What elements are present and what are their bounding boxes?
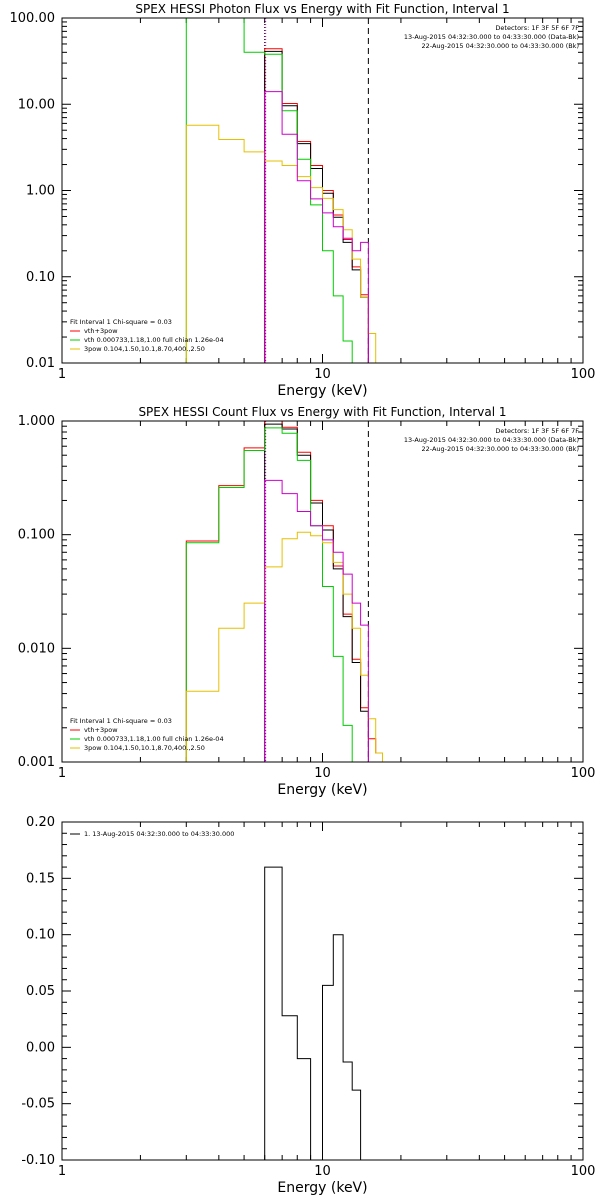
y-tick-label: 0.001 [18, 755, 55, 770]
detector-info-text: 13-Aug-2015 04:32:30.000 to 04:33:30.000… [404, 33, 579, 41]
series-line-yellow [185, 124, 377, 363]
chart-title: SPEX HESSI Photon Flux vs Energy with Fi… [135, 2, 509, 16]
y-tick-label: 0.100 [18, 528, 55, 543]
legend-entry: Fit Interval 1 Chi-square = 0.03 [70, 717, 172, 725]
plot-frame [61, 17, 584, 364]
y-tick-label: 0.010 [18, 641, 55, 656]
series-group [185, 421, 389, 762]
panel-resid: 1 10 100 -0.10 -0.05 0.00 0.05 0.10 0.15 0.20 Ener… [21, 815, 595, 1196]
series-line-magenta [264, 91, 369, 363]
y-tick-label: 0.01 [26, 356, 55, 371]
detector-info-text: 22-Aug-2015 04:32:30.000 to 04:33:30.000… [422, 445, 579, 453]
legend-entry: vth+3pow [84, 726, 118, 734]
series-line-red [185, 421, 389, 762]
plot-frame [61, 420, 584, 763]
y-tick-label: 1.000 [18, 414, 55, 429]
series-group [264, 866, 369, 1160]
x-tick-label: 10 [314, 1164, 331, 1179]
series-line-black [264, 50, 369, 363]
y-tick-label: -0.10 [21, 1153, 55, 1168]
detector-info-text: Detectors: 1F 3F 5F 6F 7F [495, 427, 579, 435]
x-tick-label: 1 [58, 766, 66, 781]
detector-info-text: 13-Aug-2015 04:32:30.000 to 04:33:30.000… [404, 436, 579, 444]
detector-info-text: Detectors: 1F 3F 5F 6F 7F [495, 24, 579, 32]
y-tick-label: -0.05 [21, 1097, 55, 1112]
panel-photon: SPEX HESSI Photon Flux vs Energy with Fi… [10, 2, 596, 399]
x-tick-label: 1 [58, 367, 66, 382]
series-group [185, 18, 377, 363]
x-tick-label: 10 [314, 766, 331, 781]
y-tick-label: 0.00 [26, 1040, 55, 1055]
x-axis-label: Energy (keV) [277, 782, 367, 798]
y-tick-label: 0.15 [26, 871, 55, 886]
legend-entry: 3pow 0.104,1.50,10.1,8.70,400.,2.50 [84, 744, 205, 752]
series-line-green [185, 427, 361, 762]
legend-entry: vth 0.000733,1.18,1.00 full chian 1.26e-… [84, 735, 224, 743]
series-line-magenta [264, 479, 369, 762]
x-tick-label: 100 [571, 367, 596, 382]
series-line-red [264, 48, 369, 363]
legend-entry: Fit Interval 1 Chi-square = 0.03 [70, 318, 172, 326]
y-tick-label: 0.20 [26, 815, 55, 830]
series-line-black [264, 866, 369, 1160]
x-tick-label: 10 [314, 367, 331, 382]
series-line-green [185, 18, 361, 363]
y-tick-label: 0.10 [26, 270, 55, 285]
x-tick-label: 100 [571, 1164, 596, 1179]
series-line-yellow [185, 531, 389, 762]
panel-count: SPEX HESSI Count Flux vs Energy with Fit… [18, 405, 596, 798]
y-tick-label: 100.00 [10, 11, 56, 26]
axis-ticks [61, 420, 584, 763]
plot-frame [61, 821, 584, 1161]
x-tick-label: 1 [58, 1164, 66, 1179]
legend-entry: vth 0.000733,1.18,1.00 full chian 1.26e-… [84, 336, 224, 344]
series-line-black [264, 423, 369, 762]
detector-info-text: 22-Aug-2015 04:32:30.000 to 04:33:30.000… [422, 42, 579, 50]
chart-title: SPEX HESSI Count Flux vs Energy with Fit… [138, 405, 506, 419]
y-tick-label: 10.00 [18, 97, 55, 112]
x-axis-label: Energy (keV) [277, 383, 367, 399]
y-tick-label: 0.10 [26, 928, 55, 943]
x-axis-label: Energy (keV) [277, 1180, 367, 1196]
legend-entry: 1. 13-Aug-2015 04:32:30.000 to 04:33:30.… [84, 830, 234, 838]
legend-entry: 3pow 0.104,1.50,10.1,8.70,400.,2.50 [84, 345, 205, 353]
legend-entry: vth+3pow [84, 327, 118, 335]
y-tick-label: 1.00 [26, 184, 55, 199]
y-tick-label: 0.05 [26, 984, 55, 999]
x-tick-label: 100 [571, 766, 596, 781]
